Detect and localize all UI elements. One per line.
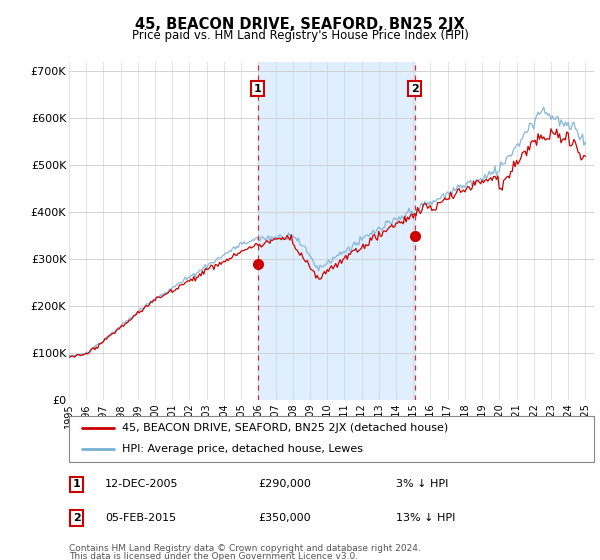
Text: 45, BEACON DRIVE, SEAFORD, BN25 2JX: 45, BEACON DRIVE, SEAFORD, BN25 2JX — [135, 17, 465, 32]
Bar — [257, 62, 415, 400]
Text: 1: 1 — [254, 83, 262, 94]
Text: £290,000: £290,000 — [258, 479, 311, 489]
Text: 05-FEB-2015: 05-FEB-2015 — [105, 513, 176, 523]
Text: £350,000: £350,000 — [258, 513, 311, 523]
Text: 13% ↓ HPI: 13% ↓ HPI — [396, 513, 455, 523]
Text: This data is licensed under the Open Government Licence v3.0.: This data is licensed under the Open Gov… — [69, 552, 358, 560]
Text: HPI: Average price, detached house, Lewes: HPI: Average price, detached house, Lewe… — [121, 444, 362, 454]
Text: 3% ↓ HPI: 3% ↓ HPI — [396, 479, 448, 489]
Text: 12-DEC-2005: 12-DEC-2005 — [105, 479, 179, 489]
Text: Price paid vs. HM Land Registry's House Price Index (HPI): Price paid vs. HM Land Registry's House … — [131, 29, 469, 42]
Text: 2: 2 — [73, 513, 80, 523]
Text: 45, BEACON DRIVE, SEAFORD, BN25 2JX (detached house): 45, BEACON DRIVE, SEAFORD, BN25 2JX (det… — [121, 423, 448, 432]
Text: 1: 1 — [73, 479, 80, 489]
Text: Contains HM Land Registry data © Crown copyright and database right 2024.: Contains HM Land Registry data © Crown c… — [69, 544, 421, 553]
Text: 2: 2 — [411, 83, 419, 94]
